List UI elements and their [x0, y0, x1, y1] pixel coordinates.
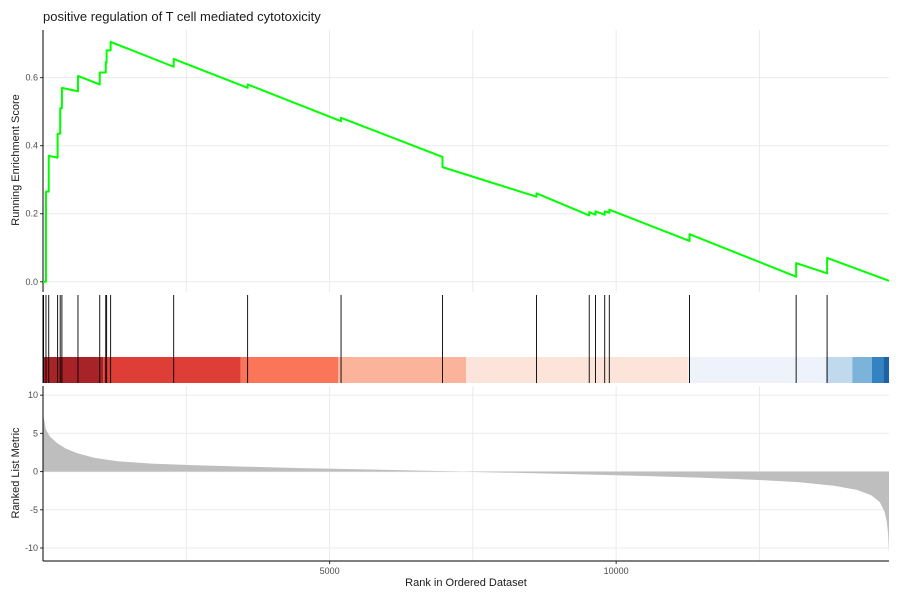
y-tick-label: 0 [33, 467, 38, 477]
x-tick-label: 5000 [320, 566, 340, 576]
y-tick-label: -5 [30, 505, 38, 515]
enrichment-score-panel: 0.0 0.2 0.4 0.6 [25, 30, 890, 292]
ranked-metric-area [43, 398, 889, 555]
y-tick-label: 0.6 [25, 73, 38, 83]
rank-color-band [43, 357, 104, 383]
rank-color-band [466, 357, 688, 383]
y-tick-label: 0.4 [25, 141, 38, 151]
rank-color-band [883, 357, 889, 383]
y-tick-label: 10 [28, 390, 38, 400]
y-tick-label: 0.0 [25, 277, 38, 287]
x-tick-label: 10000 [604, 566, 629, 576]
rank-color-band [852, 357, 872, 383]
running-enrichment-line [43, 40, 890, 283]
y-tick-label: 0.2 [25, 209, 38, 219]
rank-color-band [338, 357, 466, 383]
metric-y-axis-title: Ranked List Metric [10, 427, 22, 519]
rank-color-band [871, 357, 884, 383]
y-tick-label: -10 [25, 543, 38, 553]
enrichment-y-axis-title: Running Enrichment Score [10, 94, 22, 225]
rank-color-band [240, 357, 339, 383]
chart-title: positive regulation of T cell mediated c… [43, 9, 321, 24]
rank-color-band [103, 357, 241, 383]
x-axis-title: Rank in Ordered Dataset [405, 577, 527, 589]
ranked-metric-panel: -10 -5 0 5 10 5000 10000 [25, 386, 889, 576]
gene-hits-panel [42, 295, 889, 383]
y-tick-label: 5 [33, 428, 38, 438]
rank-color-band [825, 357, 853, 383]
rank-color-band [687, 357, 826, 383]
